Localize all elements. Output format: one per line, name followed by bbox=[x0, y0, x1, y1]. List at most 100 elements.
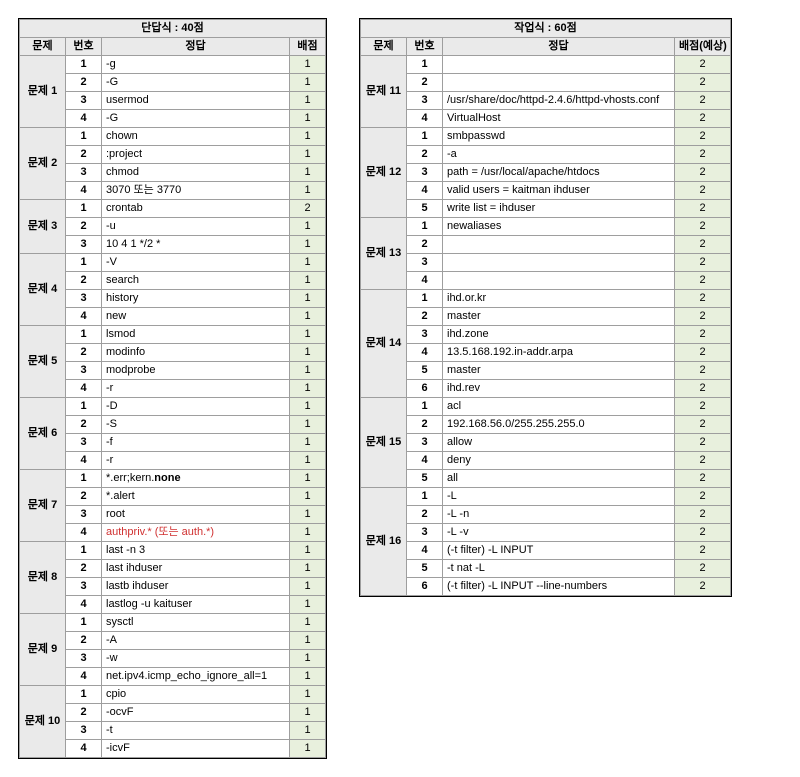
problem-label: 문제 13 bbox=[361, 218, 407, 290]
table-row: 3root1 bbox=[20, 506, 326, 524]
row-number: 2 bbox=[66, 488, 102, 506]
answer-cell: -w bbox=[102, 650, 290, 668]
answer-cell: VirtualHost bbox=[443, 110, 675, 128]
answer-cell: -icvF bbox=[102, 740, 290, 758]
table-row: 3ihd.zone2 bbox=[361, 326, 731, 344]
problem-label: 문제 12 bbox=[361, 128, 407, 218]
row-number: 4 bbox=[66, 596, 102, 614]
row-number: 4 bbox=[407, 272, 443, 290]
row-number: 2 bbox=[407, 236, 443, 254]
row-number: 1 bbox=[407, 488, 443, 506]
answer-cell: valid users = kaitman ihduser bbox=[443, 182, 675, 200]
score-cell: 2 bbox=[675, 74, 731, 92]
row-number: 3 bbox=[66, 434, 102, 452]
problem-label: 문제 14 bbox=[361, 290, 407, 398]
answer-cell: root bbox=[102, 506, 290, 524]
row-number: 1 bbox=[66, 686, 102, 704]
answer-cell: search bbox=[102, 272, 290, 290]
row-number: 5 bbox=[407, 362, 443, 380]
score-cell: 2 bbox=[675, 290, 731, 308]
row-number: 2 bbox=[66, 146, 102, 164]
answer-cell: path = /usr/local/apache/htdocs bbox=[443, 164, 675, 182]
score-cell: 1 bbox=[290, 686, 326, 704]
answer-cell bbox=[443, 56, 675, 74]
answer-cell: all bbox=[443, 470, 675, 488]
answer-cell: -ocvF bbox=[102, 704, 290, 722]
row-number: 1 bbox=[66, 254, 102, 272]
table-row: 2-u1 bbox=[20, 218, 326, 236]
answer-cell: -r bbox=[102, 452, 290, 470]
table-row: 2last ihduser1 bbox=[20, 560, 326, 578]
answer-cell: -S bbox=[102, 416, 290, 434]
score-cell: 2 bbox=[675, 434, 731, 452]
score-cell: 2 bbox=[675, 146, 731, 164]
row-number: 2 bbox=[407, 146, 443, 164]
table-row: 4authpriv.* (또는 auth.*)1 bbox=[20, 524, 326, 542]
table-row: 3-w1 bbox=[20, 650, 326, 668]
answer-cell: net.ipv4.icmp_echo_ignore_all=1 bbox=[102, 668, 290, 686]
score-cell: 1 bbox=[290, 740, 326, 758]
row-number: 6 bbox=[407, 578, 443, 596]
answer-cell: -L bbox=[443, 488, 675, 506]
row-number: 4 bbox=[66, 110, 102, 128]
row-number: 4 bbox=[66, 308, 102, 326]
answer-cell: modinfo bbox=[102, 344, 290, 362]
score-cell: 2 bbox=[675, 488, 731, 506]
table-row: 문제 101cpio1 bbox=[20, 686, 326, 704]
table-row: 2:project1 bbox=[20, 146, 326, 164]
row-number: 2 bbox=[66, 344, 102, 362]
table-row: 2192.168.56.0/255.255.255.02 bbox=[361, 416, 731, 434]
score-cell: 1 bbox=[290, 92, 326, 110]
answer-cell: ihd.rev bbox=[443, 380, 675, 398]
left-table: 단답식 : 40점문제번호정답배점문제 11-g12-G13usermod14-… bbox=[19, 19, 326, 758]
score-cell: 1 bbox=[290, 254, 326, 272]
row-number: 3 bbox=[66, 506, 102, 524]
row-number: 3 bbox=[66, 722, 102, 740]
table-row: 3-t1 bbox=[20, 722, 326, 740]
answer-cell: -L -v bbox=[443, 524, 675, 542]
score-cell: 1 bbox=[290, 218, 326, 236]
score-cell: 1 bbox=[290, 542, 326, 560]
answer-cell: chown bbox=[102, 128, 290, 146]
problem-label: 문제 3 bbox=[20, 200, 66, 254]
score-cell: 2 bbox=[675, 326, 731, 344]
table-row: 2modinfo1 bbox=[20, 344, 326, 362]
score-cell: 2 bbox=[675, 380, 731, 398]
row-number: 3 bbox=[66, 164, 102, 182]
score-cell: 2 bbox=[675, 506, 731, 524]
row-number: 4 bbox=[407, 344, 443, 362]
score-cell: 1 bbox=[290, 236, 326, 254]
row-number: 2 bbox=[407, 308, 443, 326]
table-row: 3-L -v2 bbox=[361, 524, 731, 542]
table-row: 문제 91sysctl1 bbox=[20, 614, 326, 632]
table-row: 6(-t filter) -L INPUT --line-numbers2 bbox=[361, 578, 731, 596]
score-cell: 2 bbox=[675, 110, 731, 128]
row-number: 3 bbox=[407, 434, 443, 452]
table-row: 2-A1 bbox=[20, 632, 326, 650]
row-number: 4 bbox=[66, 668, 102, 686]
table-row: 6ihd.rev2 bbox=[361, 380, 731, 398]
answer-cell: /usr/share/doc/httpd-2.4.6/httpd-vhosts.… bbox=[443, 92, 675, 110]
col-header-problem: 문제 bbox=[20, 38, 66, 56]
answer-cell: -a bbox=[443, 146, 675, 164]
table-row: 문제 121smbpasswd2 bbox=[361, 128, 731, 146]
tables-container: 단답식 : 40점문제번호정답배점문제 11-g12-G13usermod14-… bbox=[18, 18, 782, 759]
row-number: 3 bbox=[407, 524, 443, 542]
score-cell: 1 bbox=[290, 380, 326, 398]
table-row: 2-G1 bbox=[20, 74, 326, 92]
answer-cell bbox=[443, 236, 675, 254]
table-row: 5master2 bbox=[361, 362, 731, 380]
table-row: 413.5.168.192.in-addr.arpa2 bbox=[361, 344, 731, 362]
table-row: 4lastlog -u kaituser1 bbox=[20, 596, 326, 614]
row-number: 5 bbox=[407, 560, 443, 578]
answer-cell: -u bbox=[102, 218, 290, 236]
answer-cell: 13.5.168.192.in-addr.arpa bbox=[443, 344, 675, 362]
col-header-problem: 문제 bbox=[361, 38, 407, 56]
row-number: 2 bbox=[66, 272, 102, 290]
answer-cell: lastlog -u kaituser bbox=[102, 596, 290, 614]
score-cell: 1 bbox=[290, 344, 326, 362]
score-cell: 1 bbox=[290, 704, 326, 722]
table-row: 2-S1 bbox=[20, 416, 326, 434]
problem-label: 문제 10 bbox=[20, 686, 66, 758]
score-cell: 2 bbox=[675, 362, 731, 380]
